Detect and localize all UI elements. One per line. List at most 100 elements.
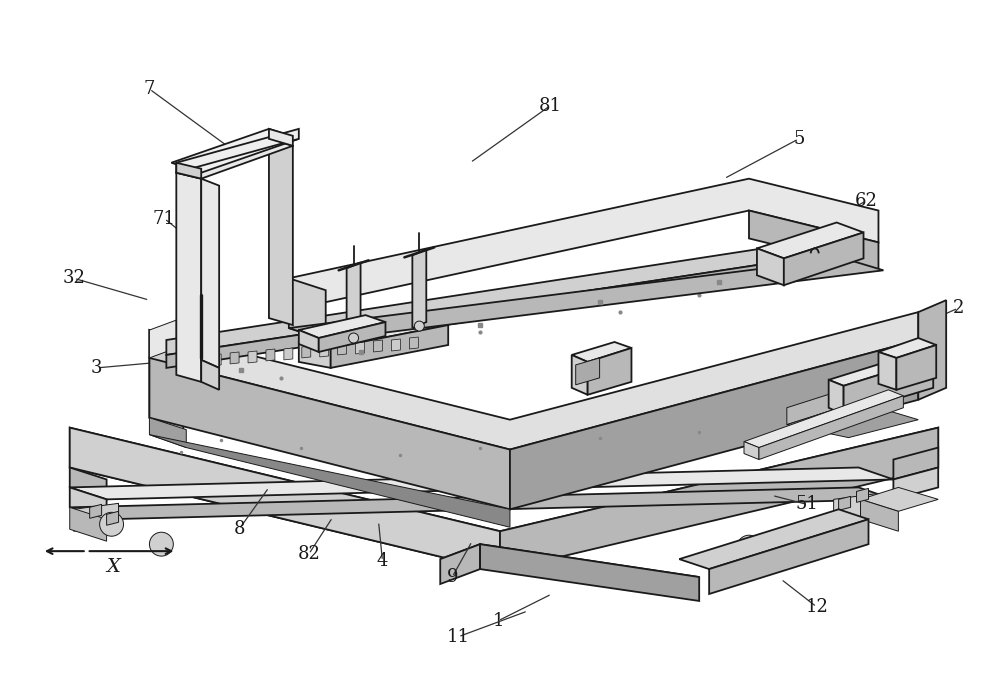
Polygon shape [176, 173, 201, 382]
Polygon shape [299, 318, 448, 348]
Circle shape [100, 512, 124, 536]
Polygon shape [784, 232, 864, 285]
Polygon shape [319, 322, 385, 352]
Polygon shape [194, 355, 203, 367]
Polygon shape [834, 493, 878, 521]
Polygon shape [749, 210, 878, 271]
Text: 32: 32 [62, 269, 85, 287]
Polygon shape [829, 380, 844, 414]
Text: 4: 4 [377, 552, 388, 570]
Polygon shape [709, 519, 868, 594]
Polygon shape [331, 325, 448, 368]
Polygon shape [500, 427, 938, 571]
Polygon shape [356, 342, 365, 354]
Polygon shape [878, 338, 936, 358]
Polygon shape [480, 544, 699, 601]
Polygon shape [284, 348, 293, 360]
Text: 3: 3 [91, 359, 102, 377]
Polygon shape [248, 351, 257, 363]
Polygon shape [896, 345, 936, 390]
Polygon shape [679, 510, 868, 569]
Polygon shape [757, 249, 784, 285]
Polygon shape [440, 544, 480, 584]
Polygon shape [744, 390, 903, 447]
Text: 7: 7 [144, 80, 155, 98]
Polygon shape [440, 544, 699, 591]
Polygon shape [201, 360, 219, 390]
Polygon shape [107, 511, 119, 525]
Polygon shape [149, 358, 510, 510]
Circle shape [414, 321, 424, 331]
Polygon shape [176, 357, 185, 369]
Polygon shape [338, 343, 347, 355]
Polygon shape [74, 503, 119, 532]
Polygon shape [787, 385, 859, 425]
Polygon shape [266, 349, 275, 361]
Polygon shape [757, 223, 864, 258]
Polygon shape [374, 340, 382, 352]
Polygon shape [171, 129, 299, 173]
Polygon shape [787, 402, 918, 438]
Polygon shape [878, 352, 896, 390]
Polygon shape [572, 355, 588, 395]
Circle shape [349, 333, 359, 343]
Polygon shape [149, 418, 186, 447]
Polygon shape [166, 249, 867, 368]
Polygon shape [70, 427, 500, 571]
Text: 11: 11 [447, 627, 470, 646]
Polygon shape [176, 163, 201, 179]
Text: 6: 6 [878, 406, 889, 424]
Polygon shape [844, 358, 933, 414]
Polygon shape [893, 467, 938, 499]
Text: 1: 1 [492, 612, 504, 630]
Text: 5: 5 [793, 130, 804, 148]
Text: 9: 9 [446, 568, 458, 586]
Polygon shape [510, 340, 918, 510]
Polygon shape [412, 249, 426, 328]
Circle shape [149, 532, 173, 556]
Polygon shape [759, 396, 903, 460]
Polygon shape [299, 330, 319, 352]
Text: 62: 62 [855, 192, 878, 210]
Polygon shape [149, 434, 510, 527]
Polygon shape [299, 342, 331, 368]
Polygon shape [289, 258, 883, 340]
Polygon shape [70, 508, 107, 541]
Polygon shape [166, 232, 867, 355]
Polygon shape [70, 427, 938, 571]
Circle shape [827, 511, 851, 535]
Text: 82: 82 [297, 545, 320, 563]
Polygon shape [320, 345, 329, 357]
Polygon shape [299, 315, 385, 338]
Polygon shape [857, 488, 868, 502]
Circle shape [737, 535, 761, 559]
Polygon shape [302, 346, 311, 358]
Polygon shape [839, 497, 851, 510]
Polygon shape [409, 337, 418, 349]
Polygon shape [176, 129, 299, 173]
Polygon shape [391, 339, 400, 351]
Text: 71: 71 [153, 210, 176, 227]
Polygon shape [90, 504, 102, 519]
Polygon shape [269, 139, 293, 325]
Text: 12: 12 [805, 598, 828, 616]
Polygon shape [269, 129, 293, 146]
Polygon shape [230, 352, 239, 364]
Polygon shape [861, 488, 938, 511]
Polygon shape [289, 179, 878, 310]
Polygon shape [576, 358, 600, 385]
Text: 51: 51 [795, 495, 818, 513]
Polygon shape [176, 139, 293, 179]
Polygon shape [572, 342, 631, 362]
Polygon shape [212, 354, 221, 366]
Text: 2: 2 [952, 299, 964, 317]
Text: 8: 8 [233, 520, 245, 538]
Polygon shape [588, 348, 631, 395]
Polygon shape [861, 499, 898, 532]
Polygon shape [149, 312, 918, 449]
Polygon shape [201, 179, 219, 368]
Polygon shape [70, 488, 893, 519]
Polygon shape [70, 467, 893, 499]
Polygon shape [70, 467, 107, 499]
Polygon shape [149, 330, 183, 432]
